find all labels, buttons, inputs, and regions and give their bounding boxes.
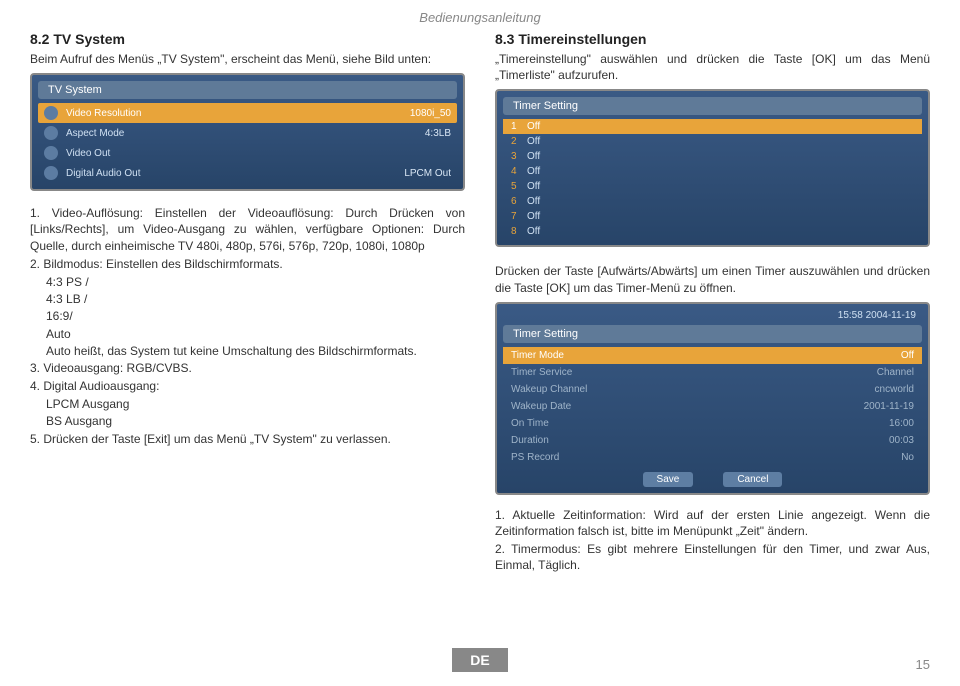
language-badge: DE (452, 648, 507, 672)
timer-row-number: 7 (511, 211, 527, 222)
timer-row-number: 4 (511, 166, 527, 177)
timer-menu-value: 2001-11-19 (864, 401, 914, 412)
timer-menu-value: 00:03 (889, 435, 914, 446)
timer-clock: 15:58 2004-11-19 (503, 310, 922, 321)
timer-list-title: Timer Setting (503, 97, 922, 115)
timer-menu-row: Wakeup Channelcncworld (503, 381, 922, 398)
tv-menu-row: Aspect Mode4:3LB (38, 123, 457, 143)
timer-list-screenshot: Timer Setting 1Off2Off3Off4Off5Off6Off7O… (495, 89, 930, 247)
save-button[interactable]: Save (643, 472, 694, 487)
tv-menu-row: Digital Audio OutLPCM Out (38, 163, 457, 183)
timer-menu-row: Duration00:03 (503, 432, 922, 449)
list-item: 4. Digital Audioausgang: (30, 378, 465, 394)
menu-item-icon (44, 126, 58, 140)
list-item: 3. Videoausgang: RGB/CVBS. (30, 360, 465, 376)
timer-list-row: 6Off (503, 194, 922, 209)
left-intro-text: Beim Aufruf des Menüs „TV System", ersch… (30, 51, 465, 67)
list-subitem: Auto heißt, das System tut keine Umschal… (46, 343, 465, 359)
section-heading-timer: 8.3 Timereinstellungen (495, 31, 930, 47)
timer-list-row: 1Off (503, 119, 922, 134)
timer-menu-row: Wakeup Date2001-11-19 (503, 398, 922, 415)
timer-row-value: Off (527, 196, 540, 207)
timer-list-row: 2Off (503, 134, 922, 149)
timer-row-value: Off (527, 226, 540, 237)
timer-menu-label: PS Record (511, 452, 901, 463)
timer-list-row: 7Off (503, 209, 922, 224)
tv-menu-row: Video Out (38, 143, 457, 163)
list-subitem: 4:3 PS / (46, 274, 465, 290)
menu-row-label: Video Out (66, 148, 451, 159)
timer-row-value: Off (527, 136, 540, 147)
right-intro-text: „Timereinstellung" auswählen und drücken… (495, 51, 930, 83)
menu-row-label: Aspect Mode (66, 128, 425, 139)
timer-row-number: 2 (511, 136, 527, 147)
menu-row-value: 4:3LB (425, 128, 451, 139)
timer-menu-label: Timer Service (511, 367, 877, 378)
timer-list-row: 5Off (503, 179, 922, 194)
list-item: 1. Video-Auflösung: Einstellen der Video… (30, 205, 465, 254)
timer-menu-label: Timer Mode (511, 350, 901, 361)
list-item: 2. Timermodus: Es gibt mehrere Einstellu… (495, 541, 930, 573)
timer-menu-value: No (901, 452, 914, 463)
timer-row-number: 6 (511, 196, 527, 207)
list-subitem: 4:3 LB / (46, 291, 465, 307)
menu-row-label: Video Resolution (66, 108, 410, 119)
timer-menu-screenshot: 15:58 2004-11-19 Timer Setting Timer Mod… (495, 302, 930, 495)
cancel-button[interactable]: Cancel (723, 472, 782, 487)
list-subitem: BS Ausgang (46, 413, 465, 429)
timer-row-value: Off (527, 151, 540, 162)
timer-menu-label: On Time (511, 418, 889, 429)
timer-menu-row: PS RecordNo (503, 449, 922, 466)
list-item: 5. Drücken der Taste [Exit] um das Menü … (30, 431, 465, 447)
menu-row-value: 1080i_50 (410, 108, 451, 119)
timer-list-row: 8Off (503, 224, 922, 239)
timer-row-number: 8 (511, 226, 527, 237)
timer-menu-row: On Time16:00 (503, 415, 922, 432)
timer-menu-title: Timer Setting (503, 325, 922, 343)
timer-row-number: 1 (511, 121, 527, 132)
timer-menu-row: Timer ModeOff (503, 347, 922, 364)
list-item: 1. Aktuelle Zeitinformation: Wird auf de… (495, 507, 930, 539)
tv-system-screenshot: TV System Video Resolution1080i_50Aspect… (30, 73, 465, 191)
timer-menu-label: Wakeup Date (511, 401, 864, 412)
list-subitem: Auto (46, 326, 465, 342)
list-subitem: 16:9/ (46, 308, 465, 324)
menu-item-icon (44, 146, 58, 160)
tv-menu-row: Video Resolution1080i_50 (38, 103, 457, 123)
timer-row-value: Off (527, 121, 540, 132)
menu-item-icon (44, 106, 58, 120)
timer-row-value: Off (527, 181, 540, 192)
timer-menu-label: Wakeup Channel (511, 384, 875, 395)
right-column: 8.3 Timereinstellungen „Timereinstellung… (495, 31, 930, 576)
page-header: Bedienungsanleitung (30, 10, 930, 25)
page-number: 15 (916, 657, 930, 672)
left-column: 8.2 TV System Beim Aufruf des Menüs „TV … (30, 31, 465, 576)
list-item: 2. Bildmodus: Einstellen des Bildschirmf… (30, 256, 465, 272)
timer-menu-value: Channel (877, 367, 914, 378)
timer-list-row: 4Off (503, 164, 922, 179)
right-mid-text: Drücken der Taste [Aufwärts/Abwärts] um … (495, 263, 930, 295)
timer-list-row: 3Off (503, 149, 922, 164)
timer-row-value: Off (527, 166, 540, 177)
timer-menu-value: 16:00 (889, 418, 914, 429)
timer-row-number: 3 (511, 151, 527, 162)
timer-menu-row: Timer ServiceChannel (503, 364, 922, 381)
tv-system-menu-title: TV System (38, 81, 457, 99)
menu-row-value: LPCM Out (404, 168, 451, 179)
list-subitem: LPCM Ausgang (46, 396, 465, 412)
timer-menu-label: Duration (511, 435, 889, 446)
timer-menu-value: cncworld (875, 384, 914, 395)
timer-row-number: 5 (511, 181, 527, 192)
timer-row-value: Off (527, 211, 540, 222)
section-heading-tv-system: 8.2 TV System (30, 31, 465, 47)
menu-row-label: Digital Audio Out (66, 168, 404, 179)
timer-menu-value: Off (901, 350, 914, 361)
menu-item-icon (44, 166, 58, 180)
